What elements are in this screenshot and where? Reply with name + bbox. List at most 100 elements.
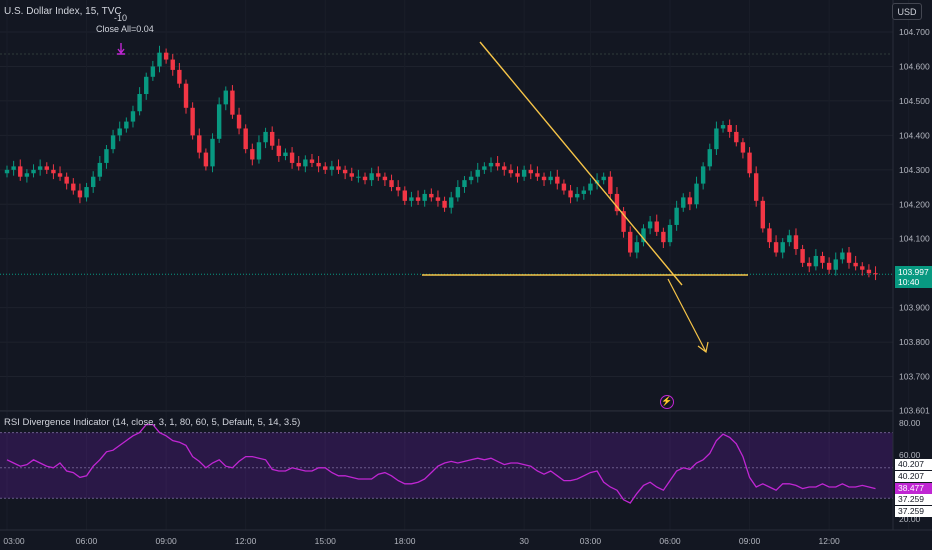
price-tick-label: 103.601 (899, 406, 930, 416)
candle-body (157, 52, 162, 67)
candle (223, 86, 228, 111)
candle-body (283, 152, 288, 157)
candle (316, 156, 321, 173)
candle (376, 166, 381, 181)
candle (773, 235, 779, 257)
candle-body (71, 183, 76, 191)
candle (667, 219, 673, 247)
candle-body (77, 190, 83, 198)
candle (462, 176, 467, 193)
candle-body (628, 231, 633, 253)
rsi-badge: 37.259 (895, 494, 932, 505)
candle (468, 171, 474, 185)
user-drawings[interactable] (422, 41, 748, 354)
currency-button[interactable]: USD (892, 3, 922, 20)
candle (402, 186, 407, 205)
candle-body (661, 231, 666, 243)
candle (800, 244, 805, 267)
candle (117, 121, 122, 142)
candle (681, 193, 686, 212)
symbol-title[interactable]: U.S. Dollar Index, 15, TVC (4, 6, 122, 17)
candle-body (263, 131, 268, 143)
candle (177, 63, 182, 88)
candle (97, 156, 103, 181)
candle-body (449, 197, 454, 208)
candle (654, 214, 659, 236)
candle (110, 129, 116, 154)
candle-body (780, 242, 785, 253)
candle-body (826, 262, 832, 270)
candle (303, 155, 308, 173)
candle (210, 133, 215, 173)
candle (833, 252, 838, 276)
time-tick-label: 06:00 (659, 536, 681, 546)
candle-body (568, 190, 573, 198)
candle (323, 162, 328, 174)
indicator-title[interactable]: RSI Divergence Indicator (14, close, 3, … (4, 417, 301, 428)
rsi-zone (0, 432, 893, 499)
candle (873, 266, 878, 281)
candle (508, 164, 514, 178)
candle (44, 162, 49, 174)
candle-body (853, 262, 858, 267)
candle-body (502, 166, 507, 170)
candle-body (137, 94, 142, 112)
projection-arrow-head (697, 341, 709, 354)
candle-body (236, 114, 242, 129)
candle-body (97, 162, 103, 177)
candle (163, 48, 169, 64)
rsi-tick-label: 80.00 (899, 418, 921, 428)
candle (130, 105, 136, 128)
candle-body (714, 128, 719, 150)
candle-body (223, 90, 228, 105)
candle-body (760, 200, 766, 229)
candle (601, 172, 606, 185)
candle-body (787, 235, 792, 243)
candle-body (807, 262, 812, 267)
price-tick-label: 104.700 (899, 27, 930, 37)
candle (283, 148, 288, 161)
candle (846, 246, 852, 269)
candle-body (800, 249, 805, 263)
projection-arrow[interactable] (667, 278, 707, 353)
candle (296, 156, 301, 171)
candle (568, 184, 573, 204)
descending-trendline[interactable] (479, 41, 683, 286)
candle (661, 227, 666, 249)
candle (793, 228, 799, 255)
candle-body (382, 176, 388, 181)
candle-body (429, 193, 434, 198)
candle (780, 238, 785, 259)
candle (270, 126, 275, 150)
candle-body (442, 200, 447, 208)
candle-body (462, 180, 467, 188)
price-tick-label: 104.600 (899, 61, 930, 71)
price-tick-label: 104.100 (899, 234, 930, 244)
candle (647, 215, 653, 235)
candle-body (296, 162, 301, 167)
candle (203, 148, 209, 171)
candle-body (64, 176, 69, 184)
candle-body (31, 169, 36, 174)
rsi-series (6, 423, 876, 504)
candle-body (846, 252, 852, 263)
lightning-icon[interactable]: ⚡ (660, 395, 674, 409)
candle-body (24, 173, 30, 177)
candle-body (608, 176, 613, 194)
trade-annotation-qty: -10 (114, 13, 128, 23)
candle-body (124, 121, 129, 129)
candle (807, 257, 812, 273)
candle-body (369, 173, 374, 181)
candle-body (197, 135, 202, 153)
candle (415, 190, 421, 205)
candle-body (727, 125, 732, 132)
price-tick-label: 103.900 (899, 303, 930, 313)
candle (11, 160, 16, 176)
candle (389, 174, 394, 192)
price-axis[interactable]: 104.700 104.600 104.500 104.400 104.300 104.2… (899, 27, 930, 524)
candle-body (44, 166, 49, 170)
candle-body (621, 211, 626, 232)
candle-body (190, 107, 195, 136)
candle (137, 87, 142, 116)
